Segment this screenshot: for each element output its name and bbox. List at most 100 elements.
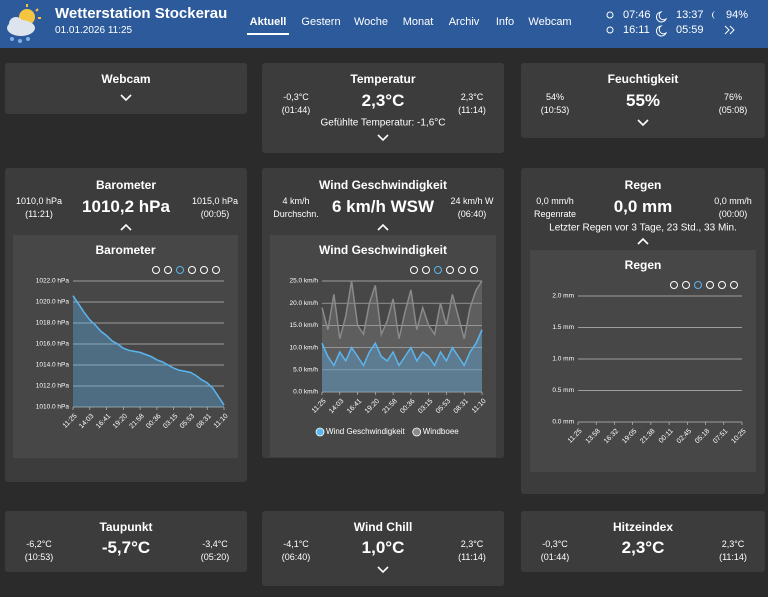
max-time: (05:08) <box>718 105 748 115</box>
x-tick-label: 14:03 <box>78 413 95 430</box>
x-tick-label: 11:10 <box>213 413 230 430</box>
card-title: Barometer <box>95 178 157 192</box>
y-tick-label: 1012.0 hPa <box>36 383 70 390</box>
min-time: (01:44) <box>540 552 570 562</box>
card <box>262 511 504 586</box>
y-tick-label: 20.0 km/h <box>289 300 318 307</box>
toolbar-icon <box>164 266 172 274</box>
min-time: (10:53) <box>24 552 54 562</box>
max-value: -3,4°C <box>202 539 228 549</box>
max-value: 2,3°C <box>460 92 484 102</box>
chevron[interactable] <box>377 223 389 231</box>
y-tick-label: 1018.0 hPa <box>36 320 70 327</box>
card-title: Webcam <box>101 72 151 86</box>
nav-item[interactable]: Webcam <box>528 16 572 28</box>
line <box>321 280 483 339</box>
max-value: 2,3°C <box>721 539 745 549</box>
min-time: (11:21) <box>25 209 53 219</box>
min-time: Regenrate <box>533 209 577 219</box>
x-tick-label: 13:58 <box>585 428 602 445</box>
card-title: Hitzeindex <box>612 520 674 534</box>
max-value: 76% <box>723 92 743 102</box>
chevron[interactable] <box>377 134 389 142</box>
x-tick-label: 07:51 <box>712 428 729 445</box>
max-time: (00:05) <box>200 209 230 219</box>
max-time: (00:00) <box>718 209 748 219</box>
min-value: -6,2°C <box>26 539 52 549</box>
astro-icons <box>606 11 735 37</box>
date: 01.01.2026 11:25 <box>55 25 133 36</box>
min-time: (10:53) <box>540 105 570 115</box>
toolbar-icon <box>176 266 184 274</box>
legend-label: Windboee <box>423 427 460 436</box>
x-tick-label: 05:53 <box>179 413 196 430</box>
max-value: 24 km/h W <box>450 196 494 206</box>
chevron[interactable] <box>637 119 649 127</box>
card-title: Temperatur <box>350 72 416 86</box>
chevron[interactable] <box>120 223 132 231</box>
x-tick-label: 21:58 <box>381 398 398 415</box>
y-tick-label: 0.0 km/h <box>293 389 318 396</box>
y-tick-label: 25.0 km/h <box>289 278 318 285</box>
max-time: (11:14) <box>458 105 486 115</box>
toolbar-icon <box>212 266 220 274</box>
chevron[interactable] <box>377 566 389 574</box>
toolbar-icon <box>434 266 442 274</box>
y-tick-label: 1.0 mm <box>552 356 574 363</box>
card-title: Wind Chill <box>353 520 413 534</box>
toolbar-icon <box>422 266 430 274</box>
chart-title: Wind Geschwindigkeit <box>319 243 447 257</box>
toolbar-icon <box>152 266 160 274</box>
nav-item[interactable]: Woche <box>353 16 389 28</box>
max-value: 0,0 mm/h <box>714 196 752 206</box>
current-value: 0,0 mm <box>613 197 673 216</box>
y-tick-label: 0.5 mm <box>552 387 574 394</box>
chevron[interactable] <box>637 237 649 245</box>
area <box>73 295 224 407</box>
card <box>262 63 504 153</box>
y-tick-label: 2.0 mm <box>552 293 574 300</box>
current-value: 55% <box>625 91 661 110</box>
nav-item[interactable]: Aktuell <box>249 16 287 28</box>
current-value: 2,3°C <box>621 538 665 557</box>
x-tick-label: 16:41 <box>95 413 112 430</box>
current-value: -5,7°C <box>101 538 151 557</box>
max-time: (11:14) <box>458 552 486 562</box>
min-value: -0,3°C <box>542 539 568 549</box>
chevron-line <box>377 223 389 231</box>
toolbar-icon <box>470 266 478 274</box>
x-tick-label: 05:18 <box>694 428 711 445</box>
x-tick-label: 00:36 <box>399 398 416 415</box>
x-tick-label: 08:31 <box>196 413 213 430</box>
x-tick-label: 16:32 <box>603 428 620 445</box>
current-value: 2,3°C <box>361 91 405 110</box>
max-time: (05:20) <box>200 552 230 562</box>
moon-phase: 94% <box>726 9 749 21</box>
chevron-line <box>637 237 649 245</box>
min-time: Durchschn. <box>273 209 319 219</box>
x-tick-label: 21:58 <box>128 413 145 430</box>
min-value: 0,0 mm/h <box>536 196 574 206</box>
sunrise: 07:46 <box>623 9 651 21</box>
chevron-line <box>120 223 132 231</box>
note: Gefühlte Temperatur: -1,6°C <box>320 117 446 129</box>
toolbar-icon <box>458 266 466 274</box>
legend-label: Wind Geschwindigkeit <box>326 427 405 436</box>
chart: Wind Geschwindigkeit 0.0 km/h 5.0 km/h 10.0… <box>270 235 496 457</box>
nav-item[interactable]: Info <box>495 16 515 28</box>
min-value: -0,3°C <box>283 92 309 102</box>
toolbar-icon <box>730 281 738 289</box>
nav-item[interactable]: Gestern <box>301 16 341 28</box>
current-value: 6 km/h WSW <box>331 197 435 216</box>
nav-item[interactable]: Monat <box>402 16 434 28</box>
sunset: 16:11 <box>623 24 650 36</box>
toolbar-icon <box>188 266 196 274</box>
nav-item[interactable]: Archiv <box>448 16 480 28</box>
x-tick-label: 11:25 <box>311 398 328 415</box>
chevron[interactable] <box>120 94 132 102</box>
y-tick-label: 1014.0 hPa <box>36 362 70 369</box>
chevron-line <box>377 566 389 574</box>
line <box>72 295 225 406</box>
toolbar-icon <box>694 281 702 289</box>
